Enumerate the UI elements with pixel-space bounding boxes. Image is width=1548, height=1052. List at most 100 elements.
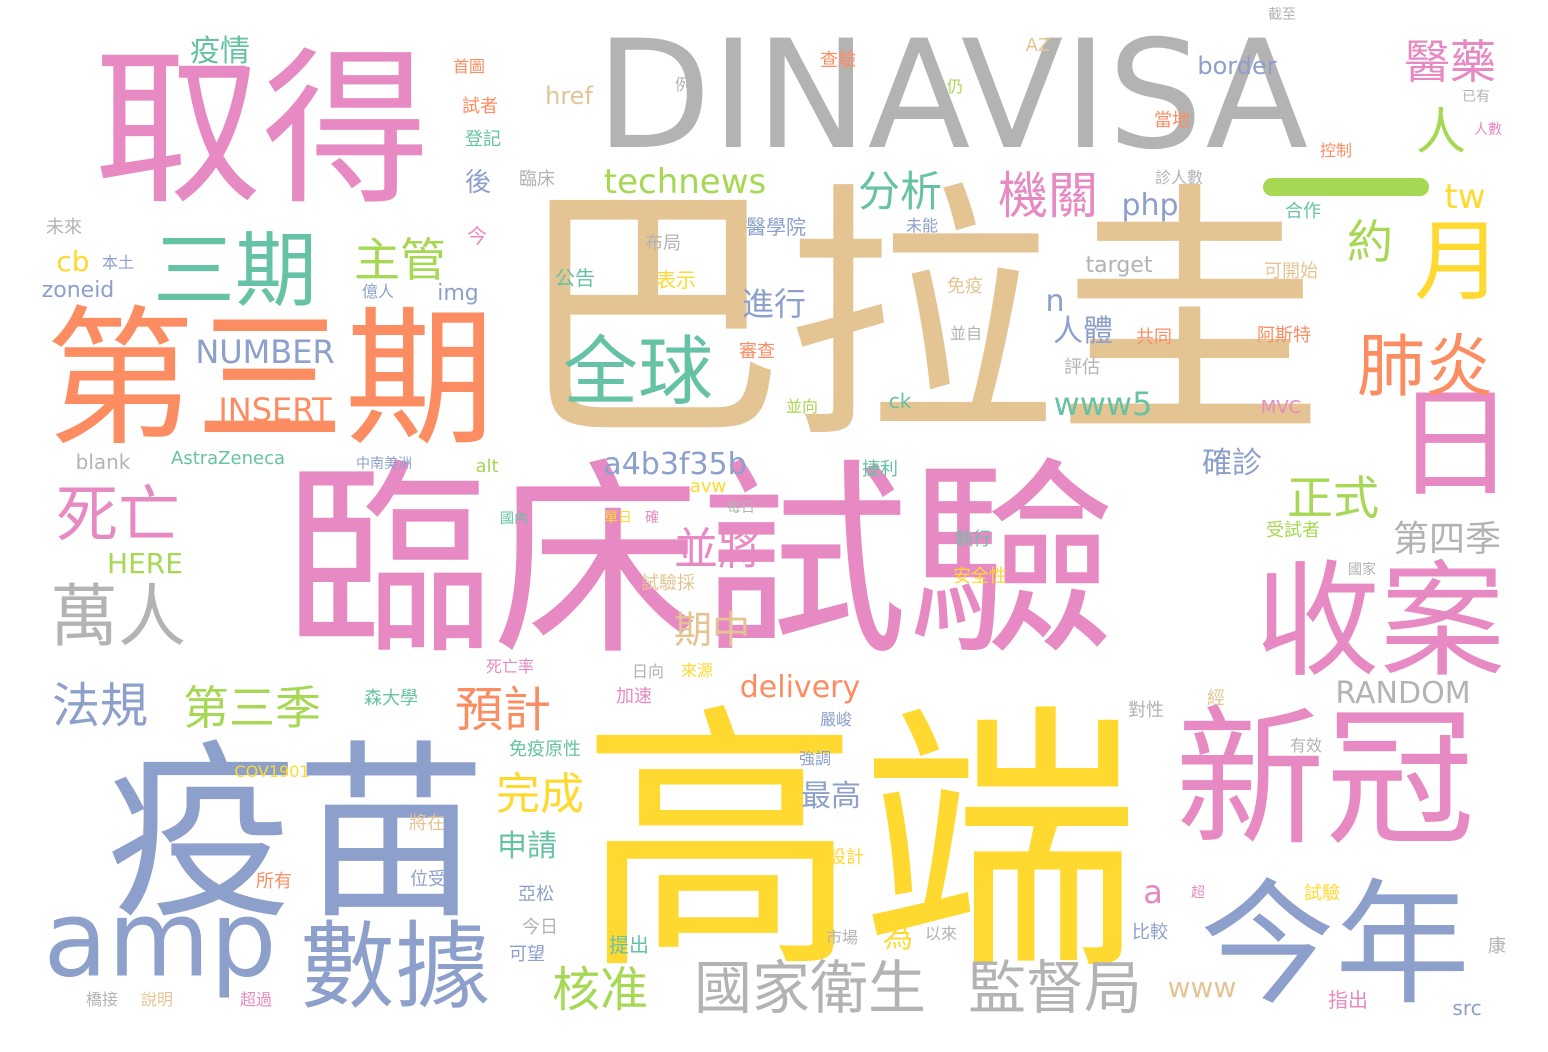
word-w86: 人數 [1474, 122, 1502, 138]
word-w118: 嚴峻 [819, 710, 853, 729]
word-obtain: 取得 [94, 32, 430, 228]
word-tw: tw [1444, 177, 1486, 217]
word-w101: 國內 [500, 511, 528, 527]
word-w130: 提出 [609, 933, 649, 957]
word-w114: 對性 [1128, 700, 1164, 721]
word-highest: 最高 [801, 779, 861, 814]
word-epidemic: 疫情 [190, 34, 250, 69]
word-w77: 布局 [645, 233, 681, 254]
word-for: 為 [883, 920, 913, 955]
word-after: 後 [464, 168, 492, 198]
word-paraguay: 巴拉圭 [515, 160, 1325, 475]
word-w98: 並向 [785, 397, 819, 416]
word-w137: 說明 [140, 990, 174, 1009]
word-w108: 受試者 [1266, 520, 1320, 541]
word-cb: cb [56, 245, 90, 278]
word-w99: 捷利 [862, 459, 898, 480]
word-w115: 經 [1207, 688, 1225, 709]
word-astrazeneca: AstraZeneca [171, 448, 285, 469]
word-w87: 控制 [1319, 141, 1353, 160]
word-w106: 執行 [955, 529, 991, 550]
word-w104: 每日 [727, 500, 755, 516]
word-w141: 今 [467, 224, 487, 248]
word-death: 死亡 [55, 478, 181, 551]
word-w120: 有效 [1289, 736, 1323, 755]
word-w112: 來源 [680, 661, 714, 680]
word-w89: 合作 [1285, 201, 1321, 222]
word-analysis: 分析 [857, 167, 943, 216]
word-w95: 阿斯特 [1257, 325, 1311, 346]
word-interim: 期中 [673, 608, 751, 652]
word-expected: 預計 [454, 682, 552, 738]
word-w128: 今日 [522, 917, 558, 938]
word-insert: INSERT [218, 391, 332, 429]
word-www: www [1167, 971, 1237, 1004]
word-w72: 首圖 [452, 57, 486, 76]
word-www5: www5 [1053, 385, 1153, 423]
word-w96: 評估 [1064, 357, 1100, 378]
word-technews: technews [603, 162, 767, 202]
word-ck: ck [888, 389, 912, 413]
word-dinavisa: DINAVISA [595, 9, 1309, 183]
word-w75: 臨床 [519, 169, 555, 190]
word-w81: 例 [674, 75, 692, 94]
word-w122: 設計 [828, 847, 864, 868]
word-person: 人 [1416, 103, 1466, 161]
word-w121: 將在 [409, 813, 445, 834]
word-proceed: 進行 [741, 285, 807, 323]
word-w100: 中南美洲 [356, 456, 412, 472]
word-about: 約 [1347, 215, 1393, 269]
word-w131: 市場 [825, 928, 859, 947]
word-medicine: 醫藥 [1404, 35, 1496, 89]
word-alt: alt [475, 456, 499, 477]
word-src: src [1452, 996, 1482, 1020]
word-random: RANDOM [1335, 676, 1471, 711]
word-covid: 新冠 [1174, 693, 1476, 867]
word-w133: 比較 [1132, 922, 1168, 943]
word-a4b3f35b: a4b3f35b [603, 447, 747, 482]
word-img: img [437, 281, 479, 306]
word-w84: 當地 [1154, 110, 1190, 131]
word-pneumonia: 肺炎 [1356, 328, 1494, 407]
word-w132: 以來 [924, 924, 958, 943]
word-w74: 登記 [465, 129, 501, 150]
word-supervision-bureau: 監督局 [967, 954, 1143, 1022]
word-formal: 正式 [1287, 471, 1379, 525]
word-w79: 表示 [656, 268, 696, 292]
word-w88: 診人數 [1154, 168, 1204, 187]
word-zoneid: zoneid [41, 278, 115, 303]
word-w138: 超過 [239, 990, 273, 1009]
word-number: NUMBER [195, 333, 335, 371]
word-w123: 所有 [256, 871, 292, 892]
word-w135: 康 [1488, 936, 1506, 957]
word-enrollment: 收案 [1255, 549, 1505, 695]
word-regulation: 法規 [51, 678, 149, 734]
word-w92: 免疫 [947, 276, 983, 297]
word-w139: 未來 [46, 217, 82, 238]
word-az: AZ [1025, 35, 1051, 56]
word-w119: 強調 [798, 749, 832, 768]
word-approve: 核准 [551, 962, 649, 1018]
word-agency: 機關 [998, 167, 1098, 225]
word-complete: 完成 [496, 769, 584, 820]
word-w140: 本土 [101, 253, 135, 272]
word-w80: 查驗 [820, 50, 856, 71]
word-and-will: 並將 [674, 524, 762, 575]
word-w126: 超 [1191, 885, 1205, 901]
word-target: target [1085, 253, 1153, 278]
word-confirmed: 確診 [1202, 446, 1262, 481]
word-w103: 確 [645, 510, 659, 526]
word-w91: 可開始 [1264, 261, 1318, 282]
word-w127: 試驗 [1304, 883, 1340, 904]
word-medigen: 高端 [580, 682, 1140, 1008]
word-phase3: 三期 [152, 224, 318, 319]
word-w82: 仍 [946, 77, 964, 96]
word-w107: 安全性 [953, 566, 1007, 587]
word-delivery: delivery [739, 670, 861, 705]
word-w136: 橋接 [85, 990, 119, 1009]
word-day: 日 [1395, 375, 1515, 514]
word-w102: 單日 [604, 510, 632, 526]
word-w90: 未能 [905, 216, 939, 235]
word-cov1901: COV1901 [234, 762, 310, 781]
word-fourth-quarter: 第四季 [1392, 519, 1502, 560]
